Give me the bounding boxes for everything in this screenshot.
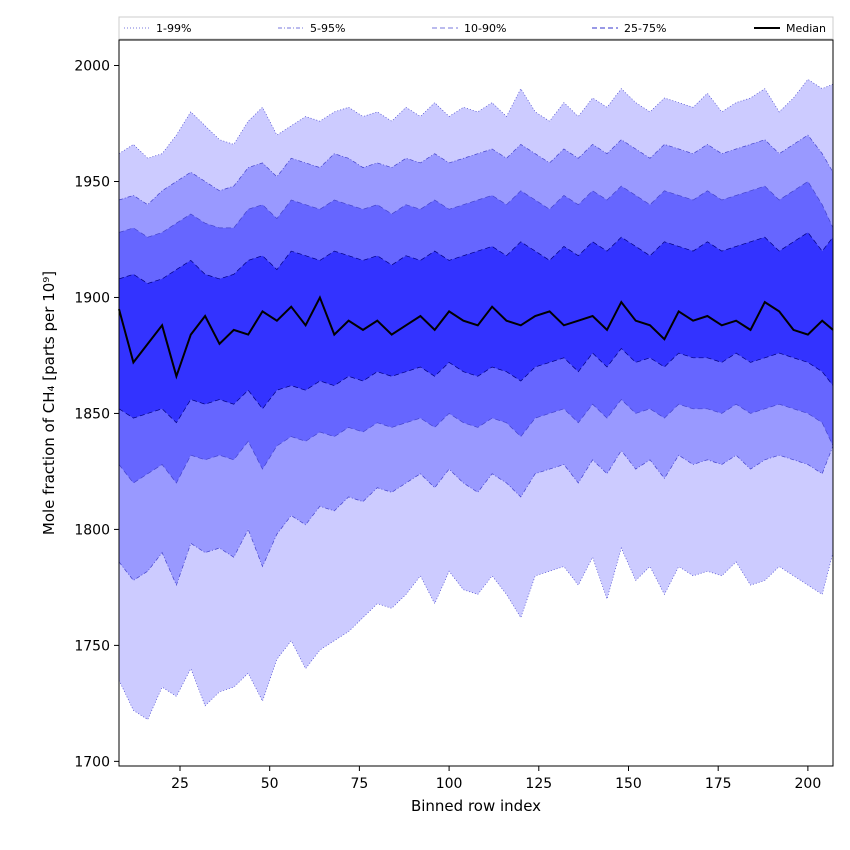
band-edge-lower-1-99pct bbox=[118, 546, 834, 721]
y-tick-label: 1800 bbox=[74, 522, 110, 538]
x-axis-ticks: 25 50 75 100 125 150 175 200 bbox=[171, 766, 821, 792]
y-tick-label: 2000 bbox=[74, 59, 110, 75]
x-tick-label: 125 bbox=[525, 776, 552, 792]
plot-frame bbox=[118, 39, 834, 767]
legend-label: 5-95% bbox=[310, 22, 345, 35]
band-edge-upper-10-90pct bbox=[118, 181, 834, 238]
legend: 1-99% 5-95% 10-90% 25-75% Median bbox=[118, 16, 834, 40]
band-25-75pct bbox=[119, 232, 833, 423]
band-edge-upper-1-99pct bbox=[118, 78, 834, 159]
legend-label: Median bbox=[786, 22, 826, 35]
x-tick-label: 200 bbox=[795, 776, 822, 792]
legend-label: 1-99% bbox=[156, 22, 191, 35]
x-tick-label: 175 bbox=[705, 776, 732, 792]
y-tick-label: 1750 bbox=[74, 638, 110, 654]
x-tick-label: 75 bbox=[350, 776, 368, 792]
y-axis-ticks: 1700 1750 1800 1850 1900 1950 2000 bbox=[74, 59, 119, 770]
y-tick-label: 1950 bbox=[74, 174, 110, 190]
legend-label: 25-75% bbox=[624, 22, 666, 35]
y-tick-label: 1700 bbox=[74, 754, 110, 770]
median-line bbox=[118, 295, 834, 380]
x-tick-label: 100 bbox=[436, 776, 463, 792]
y-tick-label: 1900 bbox=[74, 290, 110, 306]
band-edge-upper-25-75pct bbox=[118, 232, 834, 284]
x-tick-label: 50 bbox=[261, 776, 279, 792]
y-tick-label: 1850 bbox=[74, 406, 110, 422]
legend-frame bbox=[118, 16, 834, 40]
band-edge-lower-25-75pct bbox=[118, 347, 834, 424]
band-edge-lower-10-90pct bbox=[118, 398, 834, 484]
median-line-group bbox=[118, 295, 834, 380]
x-axis-label: Binned row index bbox=[411, 797, 541, 815]
percentile-bands bbox=[118, 78, 834, 721]
y-axis-label: Mole fraction of CH₄ [parts per 10⁹] bbox=[40, 271, 58, 535]
x-tick-label: 25 bbox=[171, 776, 189, 792]
x-tick-label: 150 bbox=[615, 776, 642, 792]
legend-label: 10-90% bbox=[464, 22, 506, 35]
band-edge-upper-5-95pct bbox=[118, 134, 834, 206]
